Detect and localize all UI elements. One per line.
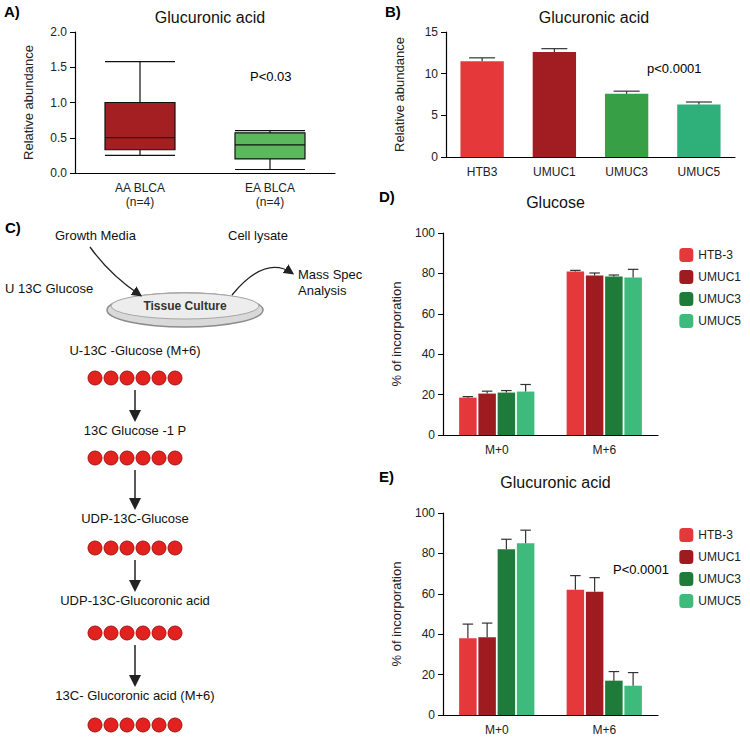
svg-text:13C- Glucoronic acid (M+6): 13C- Glucoronic acid (M+6): [55, 688, 214, 703]
svg-text:Glucuronic acid: Glucuronic acid: [500, 474, 610, 491]
svg-text:HTB-3: HTB-3: [698, 248, 733, 262]
svg-text:P<0.0001: P<0.0001: [613, 562, 669, 577]
svg-text:UDP-13C-Glucose: UDP-13C-Glucose: [81, 511, 189, 526]
svg-text:% of incorporation: % of incorporation: [389, 562, 404, 667]
svg-text:2.0: 2.0: [50, 25, 67, 39]
svg-text:100: 100: [415, 226, 435, 240]
svg-text:0.5: 0.5: [50, 131, 67, 145]
svg-text:Growth Media: Growth Media: [55, 228, 137, 243]
svg-text:60: 60: [422, 307, 436, 321]
svg-text:1.0: 1.0: [50, 96, 67, 110]
svg-text:60: 60: [422, 587, 436, 601]
svg-text:80: 80: [422, 266, 436, 280]
svg-text:100: 100: [415, 506, 435, 520]
svg-text:Glucuronic acid: Glucuronic acid: [539, 9, 649, 26]
svg-text:p<0.0001: p<0.0001: [647, 61, 702, 76]
svg-text:Glucose: Glucose: [526, 194, 585, 211]
svg-text:UMUC5: UMUC5: [698, 314, 741, 328]
svg-text:P<0.03: P<0.03: [250, 69, 292, 84]
svg-text:UMUC1: UMUC1: [533, 165, 576, 179]
svg-text:UMUC5: UMUC5: [678, 165, 721, 179]
svg-text:UMUC5: UMUC5: [698, 594, 741, 608]
svg-text:E): E): [379, 468, 394, 485]
svg-text:0: 0: [428, 708, 435, 722]
svg-text:20: 20: [422, 668, 436, 682]
svg-text:B): B): [385, 3, 401, 20]
svg-text:Analysis: Analysis: [298, 283, 347, 298]
svg-text:D): D): [379, 188, 395, 205]
svg-text:10: 10: [425, 67, 439, 81]
svg-text:UMUC3: UMUC3: [698, 292, 741, 306]
svg-text:5: 5: [431, 108, 438, 122]
svg-text:Mass Spec: Mass Spec: [298, 267, 363, 282]
svg-text:Tissue Culture: Tissue Culture: [143, 299, 226, 313]
svg-text:M+0: M+0: [485, 723, 509, 737]
svg-text:UMUC3: UMUC3: [605, 165, 648, 179]
svg-text:Relative abundance: Relative abundance: [21, 45, 36, 160]
svg-text:15: 15: [425, 25, 439, 39]
svg-text:0: 0: [428, 428, 435, 442]
svg-text:13C Glucose -1 P: 13C Glucose -1 P: [84, 423, 187, 438]
svg-text:% of incorporation: % of incorporation: [389, 282, 404, 387]
svg-text:(n=4): (n=4): [256, 195, 284, 209]
svg-text:M+6: M+6: [592, 443, 616, 457]
svg-text:UMUC1: UMUC1: [698, 270, 741, 284]
svg-text:U 13C Glucose: U 13C Glucose: [5, 281, 93, 296]
svg-text:Cell lysate: Cell lysate: [228, 228, 288, 243]
svg-text:Relative abundance: Relative abundance: [392, 37, 407, 152]
svg-text:20: 20: [422, 388, 436, 402]
svg-text:1.5: 1.5: [50, 60, 67, 74]
svg-text:0: 0: [431, 150, 438, 164]
svg-text:C): C): [5, 219, 21, 236]
svg-text:M+6: M+6: [592, 723, 616, 737]
svg-text:A): A): [4, 3, 20, 20]
svg-text:HTB-3: HTB-3: [698, 528, 733, 542]
svg-text:UMUC1: UMUC1: [698, 550, 741, 564]
svg-text:80: 80: [422, 546, 436, 560]
svg-text:UDP-13C-Glucoronic acid: UDP-13C-Glucoronic acid: [60, 593, 210, 608]
svg-text:UMUC3: UMUC3: [698, 572, 741, 586]
svg-text:U-13C -Glucose (M+6): U-13C -Glucose (M+6): [69, 343, 200, 358]
svg-text:HTB3: HTB3: [467, 165, 498, 179]
svg-text:40: 40: [422, 627, 436, 641]
svg-text:M+0: M+0: [485, 443, 509, 457]
svg-text:40: 40: [422, 347, 436, 361]
svg-text:EA BLCA: EA BLCA: [245, 181, 295, 195]
svg-text:Glucuronic acid: Glucuronic acid: [155, 9, 265, 26]
svg-text:0.0: 0.0: [50, 166, 67, 180]
svg-text:(n=4): (n=4): [126, 195, 154, 209]
svg-text:AA BLCA: AA BLCA: [115, 181, 165, 195]
